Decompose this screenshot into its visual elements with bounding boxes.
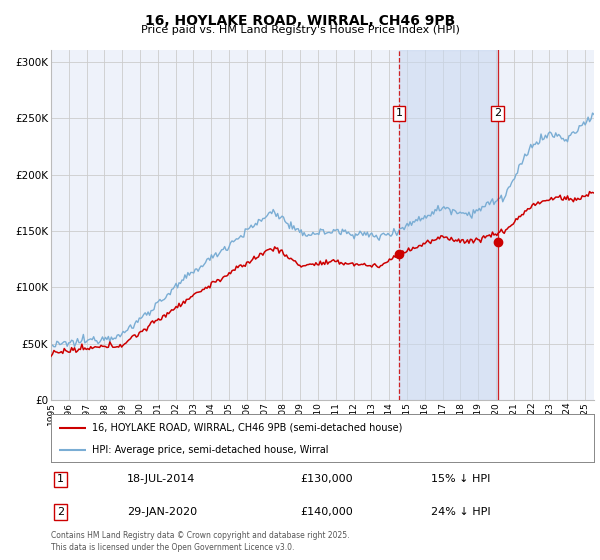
Text: 16, HOYLAKE ROAD, WIRRAL, CH46 9PB: 16, HOYLAKE ROAD, WIRRAL, CH46 9PB xyxy=(145,14,455,28)
Text: 2: 2 xyxy=(57,507,64,517)
Text: 1: 1 xyxy=(395,109,403,118)
Text: 16, HOYLAKE ROAD, WIRRAL, CH46 9PB (semi-detached house): 16, HOYLAKE ROAD, WIRRAL, CH46 9PB (semi… xyxy=(92,423,402,433)
Text: 24% ↓ HPI: 24% ↓ HPI xyxy=(431,507,491,517)
Text: Price paid vs. HM Land Registry's House Price Index (HPI): Price paid vs. HM Land Registry's House … xyxy=(140,25,460,35)
Bar xyxy=(399,50,497,400)
Text: 15% ↓ HPI: 15% ↓ HPI xyxy=(431,474,490,484)
Text: HPI: Average price, semi-detached house, Wirral: HPI: Average price, semi-detached house,… xyxy=(92,445,328,455)
Text: £140,000: £140,000 xyxy=(301,507,353,517)
Text: £130,000: £130,000 xyxy=(301,474,353,484)
Text: 29-JAN-2020: 29-JAN-2020 xyxy=(127,507,197,517)
Text: 2: 2 xyxy=(494,109,501,118)
Text: 18-JUL-2014: 18-JUL-2014 xyxy=(127,474,196,484)
Text: Contains HM Land Registry data © Crown copyright and database right 2025.
This d: Contains HM Land Registry data © Crown c… xyxy=(51,531,349,552)
Text: 1: 1 xyxy=(57,474,64,484)
